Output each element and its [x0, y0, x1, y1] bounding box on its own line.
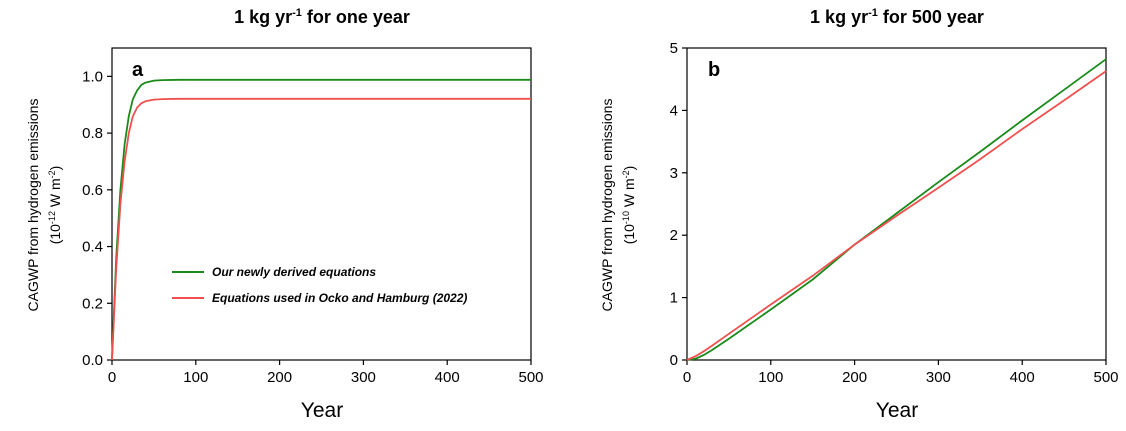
chart-a-ylabel: CAGWP from hydrogen emissions	[25, 99, 41, 312]
chart-b-frame	[686, 47, 1107, 361]
chart-b-xtick-label: 300	[926, 369, 951, 386]
chart-b-ytick-label: 5	[670, 40, 678, 57]
chart-a-panel-letter: a	[132, 59, 144, 81]
chart-b-xtick-label: 0	[683, 369, 691, 386]
chart-b-xtick-label: 200	[842, 369, 867, 386]
chart-b-xtick-label: 500	[1093, 369, 1118, 386]
chart-b-title: 1 kg yr-1 for 500 year	[810, 7, 984, 27]
chart-b-ytick-label: 4	[670, 102, 678, 119]
chart-b-xlabel: Year	[876, 399, 918, 422]
chart-b-series-green-line	[686, 58, 1107, 361]
chart-b-series-red-line	[686, 70, 1107, 361]
chart-b-xtick-label: 400	[1010, 369, 1035, 386]
legend-label-red: Equations used in Ocko and Hamburg (2022…	[212, 291, 467, 305]
chart-a-ytick-label: 0.4	[82, 239, 103, 256]
chart-a-xtick-label: 300	[351, 369, 376, 386]
chart-a-legend: Our newly derived equations Equations us…	[172, 265, 467, 305]
chart-b-ytick-label: 3	[670, 165, 678, 182]
chart-b-plot: 0 100 200 300 400 500 0 1 2 3 4 5	[670, 40, 1119, 386]
chart-b-ytick-label: 2	[670, 227, 678, 244]
chart-a-ytick-label: 0.0	[82, 352, 103, 369]
chart-a-frame	[111, 47, 532, 361]
chart-a-series-red-line	[111, 97, 531, 361]
chart-b-panel-letter: b	[708, 59, 720, 81]
legend-label-green: Our newly derived equations	[212, 265, 376, 279]
chart-a-ytick-label: 1.0	[82, 68, 103, 85]
chart-b-xtick-label: 100	[758, 369, 783, 386]
chart-a-xlabel: Year	[301, 399, 343, 422]
chart-a-xtick-label: 100	[183, 369, 208, 386]
chart-b-ylabel: CAGWP from hydrogen emissions	[599, 99, 615, 312]
chart-a-plot: 0 100 200 300 400 500 0.0 0.2 0.4 0.6 0.8 1.0	[82, 47, 544, 386]
chart-a-ylabel-units: (10-12 W m-2)	[47, 166, 63, 245]
chart-a-series-green-line	[111, 78, 531, 361]
chart-b-ytick-label: 0	[670, 352, 678, 369]
chart-a-ytick-label: 0.6	[82, 182, 103, 199]
chart-a-ytick-label: 0.8	[82, 125, 103, 142]
chart-a-ytick-label: 0.2	[82, 295, 103, 312]
chart-a-xtick-label: 400	[435, 369, 460, 386]
chart-a-xtick-label: 500	[518, 369, 543, 386]
chart-b-ytick-label: 1	[670, 290, 678, 307]
chart-a-title: 1 kg yr-1 for one year	[234, 7, 410, 27]
chart-b-ylabel-units: (10-10 W m-2)	[621, 166, 637, 245]
chart-a-xtick-label: 200	[267, 369, 292, 386]
chart-a-xtick-label: 0	[108, 369, 116, 386]
